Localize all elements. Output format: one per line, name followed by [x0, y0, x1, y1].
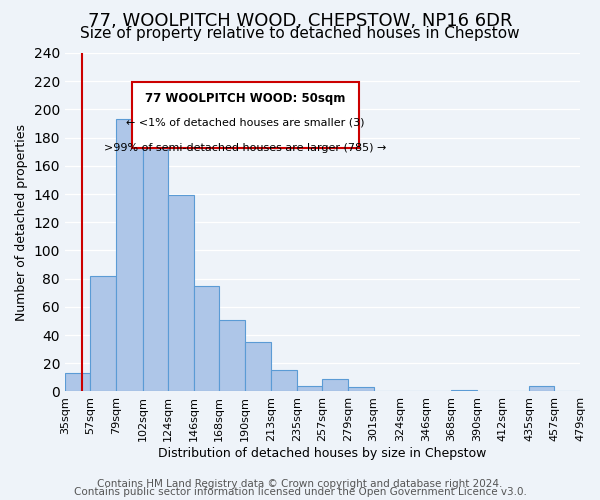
- Text: ← <1% of detached houses are smaller (3): ← <1% of detached houses are smaller (3): [126, 118, 364, 128]
- Bar: [168, 196, 194, 392]
- Bar: [529, 386, 554, 392]
- Text: 77, WOOLPITCH WOOD, CHEPSTOW, NP16 6DR: 77, WOOLPITCH WOOD, CHEPSTOW, NP16 6DR: [88, 12, 512, 30]
- FancyBboxPatch shape: [132, 82, 359, 148]
- Bar: [65, 373, 91, 392]
- Text: >99% of semi-detached houses are larger (785) →: >99% of semi-detached houses are larger …: [104, 142, 386, 152]
- Bar: [271, 370, 297, 392]
- Text: 77 WOOLPITCH WOOD: 50sqm: 77 WOOLPITCH WOOD: 50sqm: [145, 92, 346, 105]
- Bar: [91, 276, 116, 392]
- Bar: [245, 342, 271, 392]
- Bar: [451, 390, 477, 392]
- Bar: [348, 387, 374, 392]
- Text: Contains HM Land Registry data © Crown copyright and database right 2024.: Contains HM Land Registry data © Crown c…: [97, 479, 503, 489]
- Y-axis label: Number of detached properties: Number of detached properties: [15, 124, 28, 320]
- Bar: [322, 379, 348, 392]
- Bar: [143, 144, 168, 392]
- Bar: [116, 120, 143, 392]
- X-axis label: Distribution of detached houses by size in Chepstow: Distribution of detached houses by size …: [158, 447, 487, 460]
- Text: Contains public sector information licensed under the Open Government Licence v3: Contains public sector information licen…: [74, 487, 526, 497]
- Bar: [297, 386, 322, 392]
- Text: Size of property relative to detached houses in Chepstow: Size of property relative to detached ho…: [80, 26, 520, 41]
- Bar: [219, 320, 245, 392]
- Bar: [194, 286, 219, 392]
